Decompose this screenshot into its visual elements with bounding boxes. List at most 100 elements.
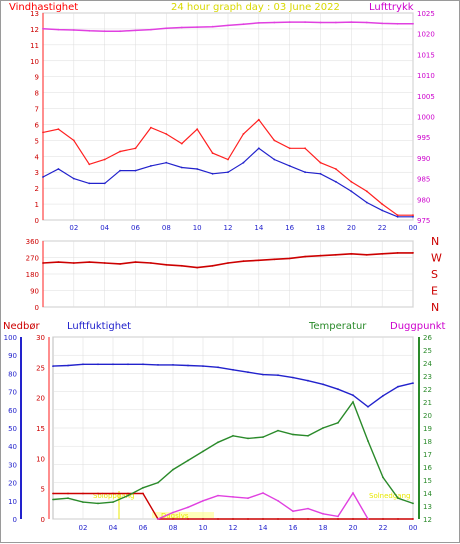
- temperature-line-point: [67, 497, 69, 500]
- wind-speed-tick: 12: [30, 26, 39, 34]
- humidity-line-point: [307, 379, 309, 382]
- wind-direction-line-point: [180, 264, 183, 267]
- wind-speed-tick: 4: [35, 153, 40, 161]
- humidity-line-point: [232, 368, 234, 371]
- temperature-line-point: [142, 486, 144, 489]
- chart-title: 24 hour graph day : 03 June 2022: [171, 2, 340, 13]
- wind-speed-tick: 9: [35, 74, 39, 82]
- rain-line-point: [397, 518, 399, 520]
- wind-direction-line-point: [88, 261, 91, 263]
- wind-direction-line-point: [57, 261, 60, 263]
- x-tick: 16: [285, 224, 294, 232]
- wind-gust-line-point: [134, 147, 137, 150]
- humidity-line-point: [322, 383, 324, 386]
- wind-speed-line-point: [319, 172, 322, 175]
- rain-line-point: [277, 518, 279, 520]
- rain-line-point: [142, 492, 144, 495]
- wind-direction-line-point: [365, 253, 368, 256]
- humidity-line-point: [187, 364, 189, 367]
- pressure-tick: 1020: [417, 31, 435, 39]
- x-tick: 06: [131, 224, 140, 232]
- wind-direction-line-point: [165, 263, 168, 266]
- humidity-line-point: [112, 363, 114, 366]
- wind-direction-line-point: [119, 263, 121, 265]
- wind-speed-tick: 11: [30, 42, 39, 50]
- wind-gust-line-point: [103, 158, 106, 161]
- humidity-line-point: [127, 363, 129, 366]
- rain-tick: 0: [13, 516, 17, 524]
- wind-gust-line-point: [288, 147, 291, 150]
- x-tick: 14: [254, 224, 263, 232]
- temperature-tick: 19: [423, 425, 432, 433]
- wind-gust-line-point: [396, 214, 399, 217]
- wind-gust-line-point: [88, 163, 91, 166]
- rain-line-point: [292, 518, 294, 520]
- wind-speed-axis-label: Vindhastighet: [9, 2, 78, 13]
- rain-line-point: [307, 518, 309, 520]
- dewpoint-line-point: [202, 499, 204, 502]
- temperature-tick: 22: [423, 386, 432, 394]
- x-tick: 08: [169, 524, 178, 532]
- temperature-tick: 23: [423, 373, 432, 381]
- temperature-line-point: [247, 437, 249, 440]
- x-tick: 22: [378, 224, 387, 232]
- x-tick: 20: [347, 224, 356, 232]
- wind-speed-line-point: [57, 168, 60, 170]
- pressure-tick: 1000: [417, 114, 435, 122]
- x-tick: 22: [379, 524, 388, 532]
- wind-gust-line-point: [273, 139, 276, 142]
- wind-direction-line-point: [396, 252, 399, 254]
- humidity-line-point: [277, 374, 279, 377]
- rain-tick: 80: [8, 370, 17, 378]
- pressure-line-point: [150, 28, 152, 31]
- compass-label: E: [431, 285, 438, 298]
- wind-speed-tick: 7: [35, 106, 39, 114]
- temperature-line-point: [262, 436, 264, 438]
- temperature-line-point: [217, 441, 219, 444]
- rain-line-point: [97, 492, 99, 495]
- rain-line-point: [187, 518, 189, 520]
- x-tick: 16: [289, 524, 298, 532]
- dewpoint-line-point: [352, 492, 354, 494]
- pressure-line-point: [72, 29, 75, 31]
- temperature-line-point: [232, 434, 234, 437]
- wind-speed-line-point: [165, 161, 168, 164]
- pressure-tick: 1010: [417, 72, 435, 80]
- wind-direction-line-point: [381, 252, 384, 255]
- humidity-line-point: [142, 363, 144, 366]
- x-tick: 02: [69, 224, 78, 232]
- wind-gust-line-point: [165, 133, 168, 135]
- rain-line-point: [247, 518, 249, 520]
- pressure-tick: 975: [417, 217, 430, 225]
- temperature-tick: 18: [423, 438, 432, 446]
- rain-line-point: [112, 492, 114, 495]
- humidity-line-point: [247, 371, 249, 374]
- pressure-line-point: [288, 21, 291, 23]
- humidity-line-point: [382, 394, 384, 397]
- humidity-line-point: [217, 366, 219, 369]
- wind-speed-line-point: [396, 215, 399, 218]
- wind-speed-line-point: [242, 161, 245, 164]
- wind-speed-line-point: [227, 171, 229, 174]
- temperature-tick: 26: [423, 334, 432, 342]
- wind-direction-tick: 360: [26, 238, 39, 246]
- wind-speed-tick: 13: [30, 10, 39, 18]
- rain-line-point: [217, 518, 219, 520]
- x-tick: 12: [229, 524, 238, 532]
- wind-direction-line-point: [304, 255, 306, 258]
- wind-speed-line-point: [42, 176, 44, 178]
- humidity-line-point: [157, 364, 159, 366]
- pressure-tick: 1015: [417, 51, 435, 59]
- x-tick: 10: [193, 224, 202, 232]
- temperature-line-point: [52, 498, 54, 501]
- x-tick: 14: [259, 524, 268, 532]
- wind-speed-line-point: [304, 171, 306, 174]
- pressure-line-point: [381, 22, 384, 25]
- pressure-line-point: [196, 26, 199, 28]
- grid-lines: [43, 12, 414, 520]
- humidity-line-point: [352, 394, 354, 397]
- rain-line-point: [337, 518, 339, 520]
- pressure-tick: 995: [417, 134, 430, 142]
- wind-speed-tick: 2: [35, 185, 39, 193]
